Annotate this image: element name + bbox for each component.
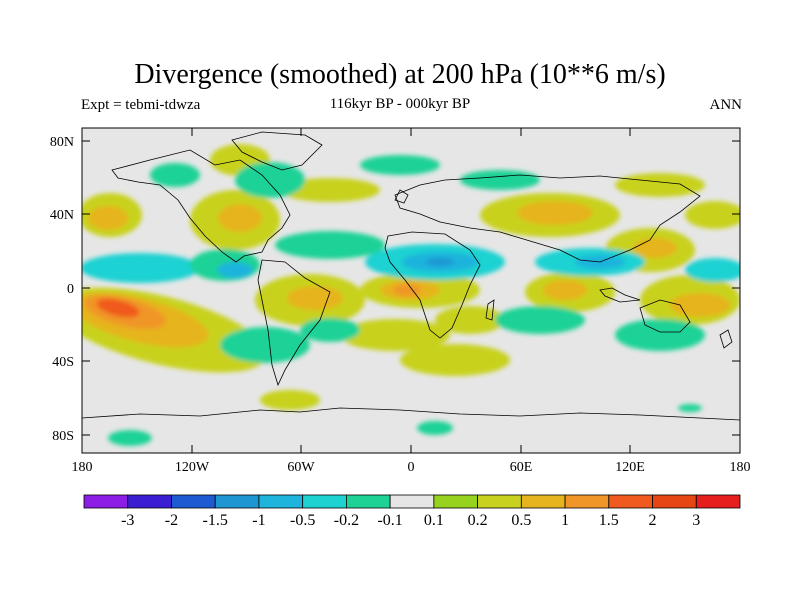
colorbar-label-9: 0.5 [511,512,531,529]
lon-label-180w: 180 [72,460,93,475]
coastlines [82,131,740,421]
longitude-axis: 180 120W 60W 0 60E 120E 180 [72,128,751,475]
lat-label-40s: 40S [52,355,74,370]
lon-label-60w: 60W [287,460,315,475]
map-title: Divergence (smoothed) at 200 hPa (10**6 … [134,59,666,90]
colorbar-label-0: -3 [121,512,134,529]
lat-label-40n: 40N [50,208,74,223]
colorbar-label-11: 1.5 [599,512,619,529]
colorbar-box-14 [695,494,741,509]
colorbar-box-2 [171,494,216,509]
colorbar-box-10 [520,494,566,509]
colorbar-box-0 [83,494,129,509]
colorbar: -3 -2 -1.5 -1 -0.5 -0.2 -0.1 0.1 0.2 0.5 1 1.5 2 3 [83,494,741,529]
lat-label-80s: 80S [52,429,74,444]
colorbar-box-8 [433,494,479,509]
lon-label-0: 0 [408,460,415,475]
colorbar-label-1: -2 [165,512,178,529]
lon-label-120w: 120W [175,460,210,475]
lon-label-120e: 120E [615,460,645,475]
lat-label-80n: 80N [50,135,74,150]
season-label: ANN [709,97,743,113]
colorbar-box-9 [477,494,522,509]
colorbar-label-12: 2 [649,512,657,529]
colorbar-label-5: -0.2 [334,512,359,529]
lon-label-180e: 180 [730,460,751,475]
colorbar-box-4 [258,494,304,509]
lon-label-60e: 60E [510,460,533,475]
colorbar-box-1 [127,494,172,509]
colorbar-box-11 [564,494,610,509]
colorbar-box-6 [345,494,391,509]
colorbar-label-7: 0.1 [424,512,444,529]
colorbar-box-3 [214,494,260,509]
colorbar-label-4: -0.5 [290,512,315,529]
colorbar-label-3: -1 [252,512,265,529]
colorbar-box-13 [652,494,697,509]
colorbar-box-5 [302,494,347,509]
lat-label-eq: 0 [67,282,74,297]
period-label: 116kyr BP - 000kyr BP [329,96,471,112]
colorbar-box-12 [608,494,653,509]
latitude-axis: 80N 40N 0 40S 80S [50,135,740,444]
experiment-label: Expt = tebmi-tdwza [81,97,201,113]
map-field [82,128,740,453]
colorbar-label-2: -1.5 [203,512,228,529]
colorbar-label-8: 0.2 [468,512,488,529]
colorbar-box-7 [389,494,435,509]
colorbar-label-10: 1 [561,512,569,529]
colorbar-label-13: 3 [692,512,700,529]
colorbar-label-6: -0.1 [377,512,402,529]
